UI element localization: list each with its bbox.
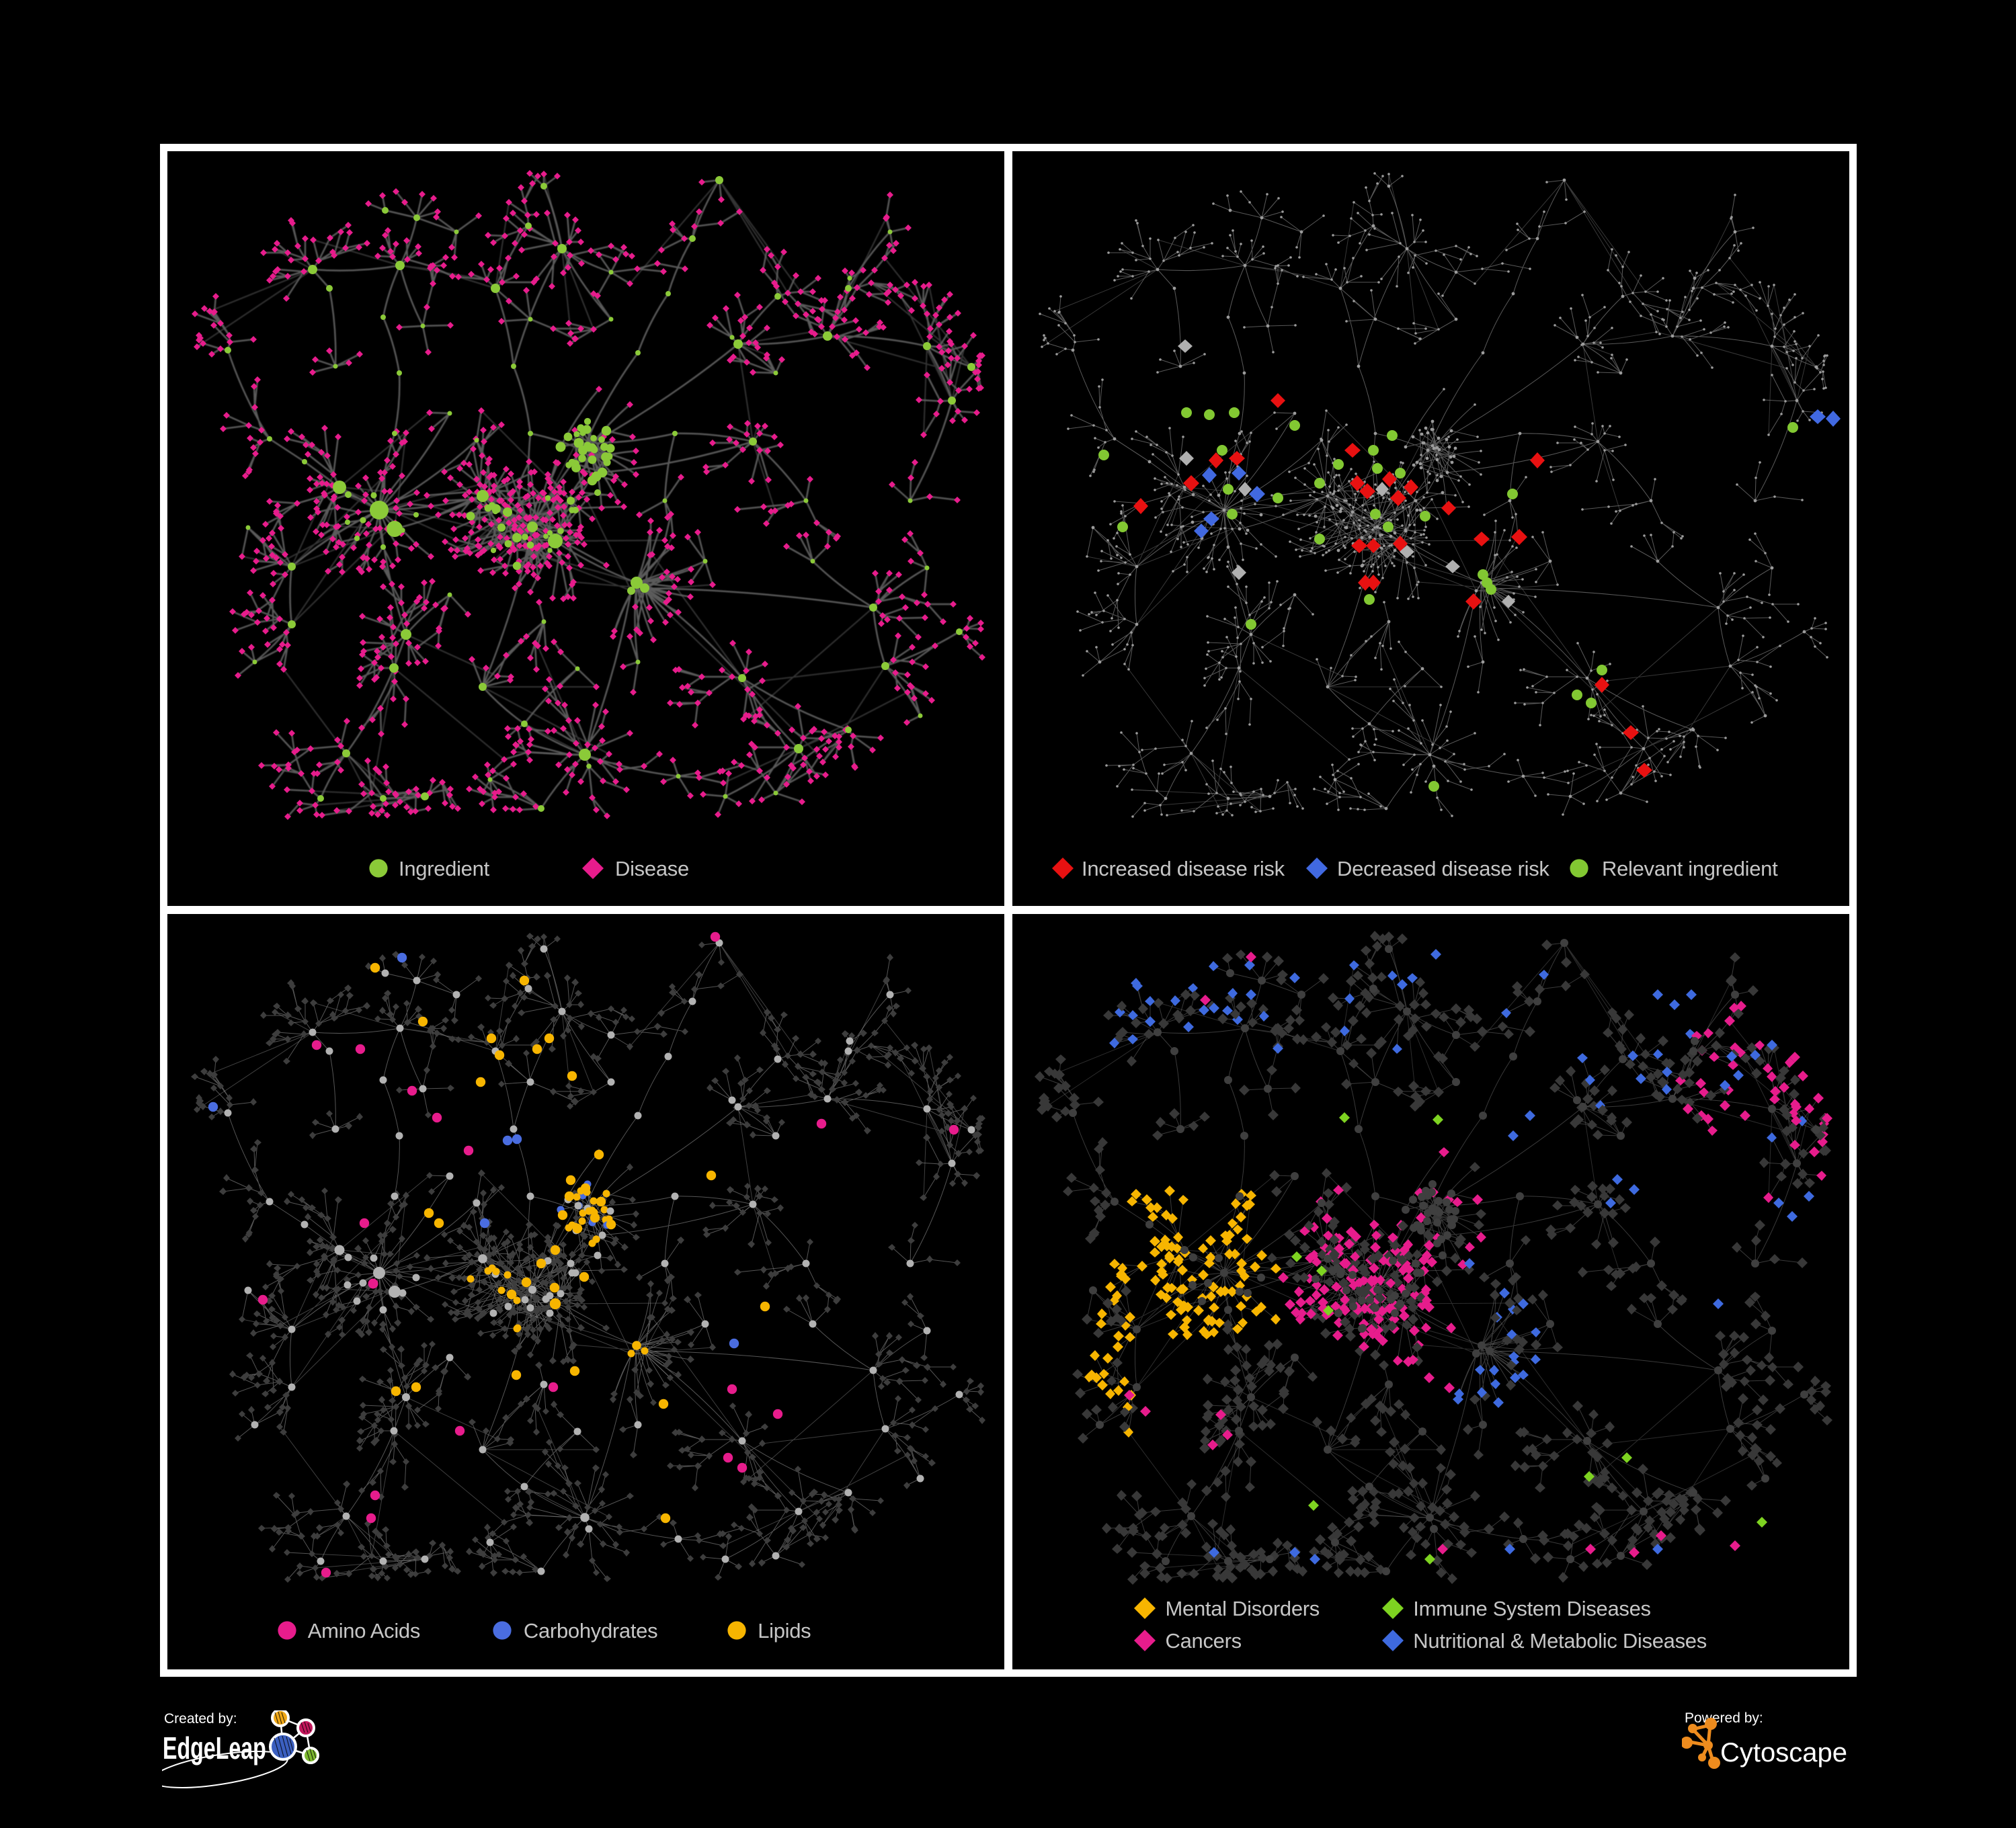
svg-text:Created by:: Created by: [164, 1711, 237, 1727]
svg-text:Disease: Disease [615, 857, 689, 880]
svg-text:Cancers: Cancers [1166, 1629, 1242, 1653]
svg-text:Lipids: Lipids [758, 1619, 811, 1643]
svg-text:Mental Disorders: Mental Disorders [1166, 1597, 1320, 1620]
svg-text:Decreased disease risk: Decreased disease risk [1337, 857, 1549, 880]
svg-text:Powered by:: Powered by: [1685, 1710, 1763, 1726]
svg-text:Ingredient: Ingredient [399, 857, 490, 880]
svg-text:Increased disease risk: Increased disease risk [1082, 857, 1285, 880]
svg-text:Relevant ingredient: Relevant ingredient [1602, 857, 1778, 880]
svg-text:Amino Acids: Amino Acids [308, 1619, 420, 1643]
svg-text:Carbohydrates: Carbohydrates [524, 1619, 657, 1643]
svg-text:Immune System Diseases: Immune System Diseases [1413, 1597, 1650, 1620]
svg-text:Nutritional & Metabolic Diseas: Nutritional & Metabolic Diseases [1413, 1629, 1707, 1653]
svg-text:Cytoscape: Cytoscape [1720, 1738, 1847, 1768]
svg-text:EdgeLeap: EdgeLeap [163, 1731, 266, 1765]
